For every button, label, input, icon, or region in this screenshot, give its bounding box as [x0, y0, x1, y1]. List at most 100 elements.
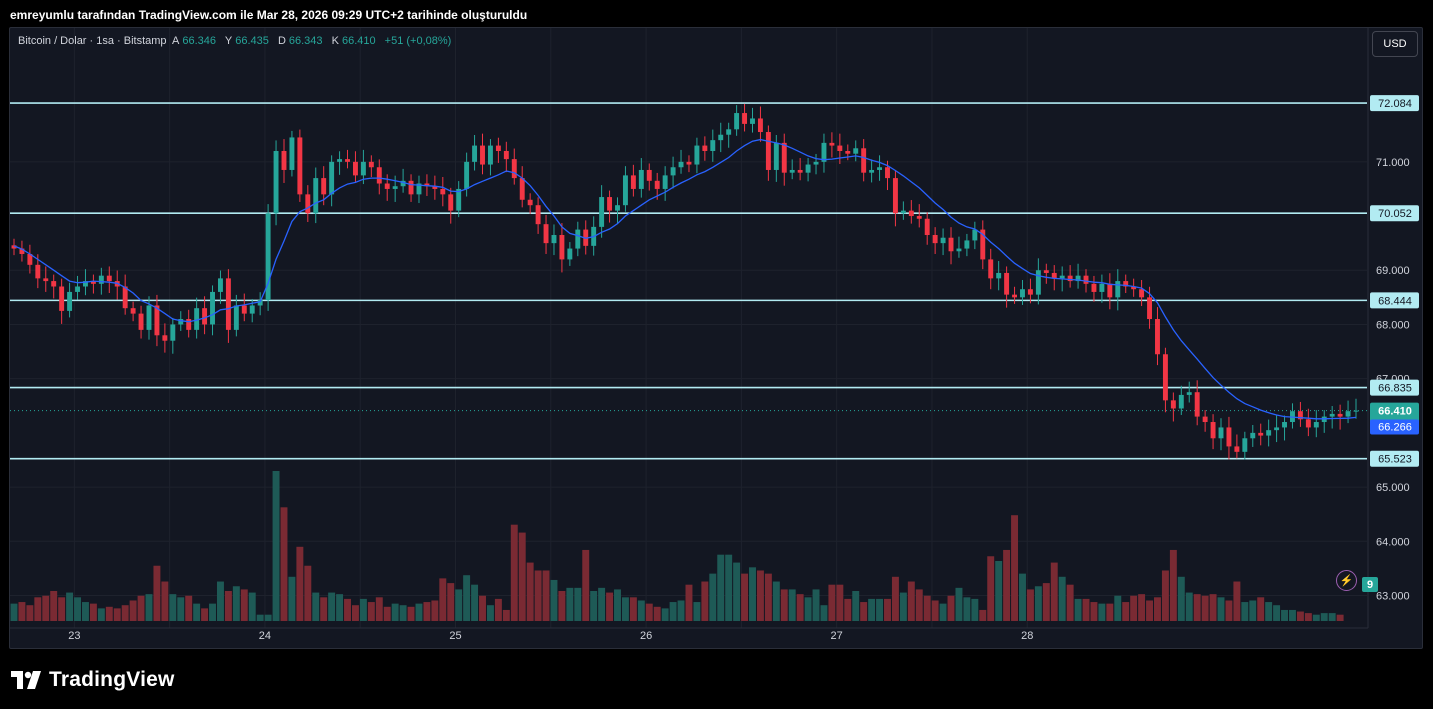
candle	[432, 186, 438, 189]
volume-bar	[74, 597, 81, 621]
volume-bar	[788, 589, 796, 621]
candle	[202, 308, 208, 325]
candle	[813, 161, 819, 165]
volume-bar	[1193, 594, 1201, 621]
volume-bar	[915, 589, 923, 621]
ma-line	[13, 138, 1357, 420]
volume-bar	[1026, 589, 1034, 621]
price-chart[interactable]: 72.08471.00070.05269.00068.44468.00067.0…	[10, 28, 1423, 649]
candle	[924, 218, 930, 236]
volume-bar	[1138, 594, 1146, 621]
volume-bar	[209, 603, 216, 621]
time-tick-label: 25	[449, 630, 461, 642]
candle	[1218, 427, 1224, 439]
candle	[1139, 289, 1145, 298]
candle	[480, 145, 485, 165]
volume-bar	[280, 507, 288, 621]
change-value: +51 (+0,08%)	[384, 35, 452, 47]
level-price-tag[interactable]	[1370, 205, 1419, 222]
volume-bar	[939, 603, 947, 621]
volume-bar	[10, 603, 18, 621]
candle	[392, 186, 398, 189]
volume-bar	[256, 614, 264, 621]
volume-bar	[780, 589, 788, 621]
level-price-tag[interactable]	[1370, 95, 1419, 112]
time-axis[interactable]: 23 24 25 26 27 28	[10, 627, 1368, 642]
candle	[400, 180, 406, 187]
candle	[1266, 430, 1272, 436]
volume-bar	[201, 608, 209, 621]
grid	[10, 28, 1367, 628]
volume-bar	[1106, 603, 1114, 621]
level-price-tag[interactable]	[1370, 379, 1419, 396]
volume-bar	[296, 546, 304, 621]
volume-bar	[89, 603, 97, 621]
candle	[551, 235, 557, 244]
tradingview-logo[interactable]: TradingView	[11, 668, 175, 692]
volume-bar	[1225, 600, 1233, 621]
candle	[559, 235, 565, 260]
candle	[384, 183, 390, 189]
candle	[710, 140, 716, 151]
candle	[1115, 281, 1121, 298]
lightning-icon[interactable]: ⚡	[1336, 570, 1357, 591]
candle	[138, 313, 144, 330]
volume-bar	[423, 602, 431, 621]
candle	[154, 305, 160, 336]
candle	[757, 118, 763, 133]
close-value: 66.410	[341, 35, 376, 47]
volume-bar	[653, 606, 661, 621]
candle	[210, 291, 215, 325]
candle	[273, 150, 279, 214]
indicator-count-badge[interactable]: 9	[1362, 577, 1378, 592]
volume-bar	[248, 592, 256, 621]
volume-bar	[884, 598, 891, 621]
level-price-tag[interactable]	[1370, 450, 1419, 467]
low-label: D	[277, 35, 286, 47]
level-price-tag[interactable]	[1370, 292, 1419, 309]
volume-bar	[367, 602, 375, 621]
candle	[1297, 411, 1303, 420]
level-price-label: 68.444	[1378, 295, 1412, 307]
candle	[1012, 294, 1018, 298]
volume-bar	[344, 598, 351, 621]
candle	[249, 305, 255, 314]
candle	[519, 178, 525, 200]
price-axis[interactable]: 72.08471.00070.05269.00068.44468.00067.0…	[1367, 28, 1419, 628]
volume-bar	[709, 573, 717, 621]
candle	[988, 259, 994, 279]
candle	[440, 188, 446, 195]
candle	[217, 278, 223, 292]
volume-bar	[1082, 598, 1090, 621]
candle	[194, 308, 200, 330]
volume-bar	[1154, 597, 1161, 621]
header-credit: emreyumlu tarafından TradingView.com ile…	[10, 8, 528, 22]
chart-panel[interactable]: 72.08471.00070.05269.00068.44468.00067.0…	[9, 27, 1423, 649]
candle	[265, 213, 271, 301]
volume-bar	[518, 532, 526, 621]
volume-bar	[97, 608, 105, 621]
volume-bars	[10, 471, 1344, 621]
candle	[1282, 422, 1287, 428]
volume-bar	[820, 605, 828, 621]
candle	[1234, 446, 1240, 452]
volume-bar	[606, 592, 614, 621]
volume-bar	[1177, 576, 1185, 621]
ohlc-legend[interactable]: Bitcoin / Dolar · 1sa · Bitstamp A 66.346…	[18, 35, 454, 47]
candle	[1313, 422, 1319, 428]
price-tick-label: 69.000	[1376, 265, 1410, 277]
candle	[1099, 283, 1105, 292]
volume-bar	[1217, 597, 1225, 621]
candle	[329, 161, 335, 195]
volume-bar	[479, 595, 486, 621]
currency-button[interactable]: USD	[1372, 31, 1418, 57]
candle	[607, 197, 613, 211]
candle	[1075, 275, 1081, 282]
symbol-label[interactable]: Bitcoin / Dolar · 1sa · Bitstamp	[18, 35, 167, 47]
candle	[27, 253, 33, 265]
candle	[1242, 438, 1248, 452]
candle	[448, 194, 454, 211]
candle	[718, 134, 724, 141]
candle	[456, 188, 462, 211]
candle	[829, 142, 835, 146]
